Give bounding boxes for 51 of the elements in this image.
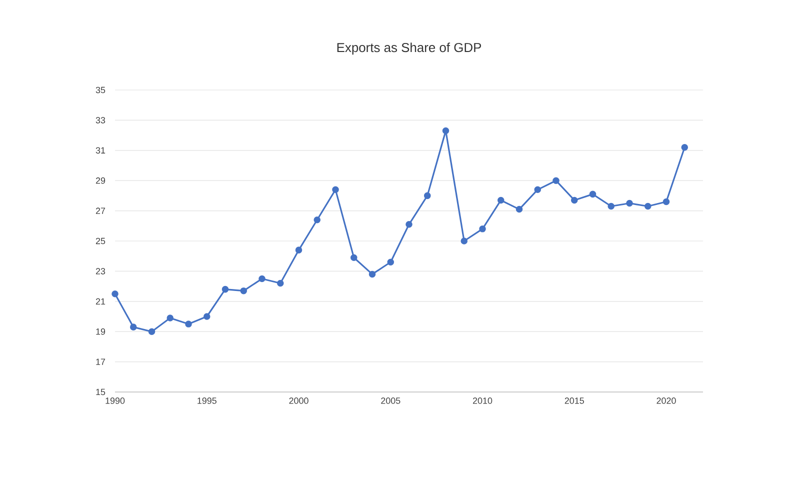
point: [460, 238, 468, 244]
point: [295, 246, 302, 254]
point: [258, 275, 266, 282]
point: [681, 144, 688, 151]
x-tick-label: 2015: [564, 398, 584, 404]
point: [203, 313, 210, 320]
point: [166, 314, 174, 322]
point: [608, 202, 615, 210]
x-tick-label: 2010: [472, 398, 492, 404]
point: [589, 190, 596, 198]
point: [626, 200, 633, 207]
point: [479, 226, 486, 232]
point: [424, 192, 431, 200]
point: [332, 186, 339, 194]
y-tick-label: 15: [96, 388, 106, 396]
point: [497, 196, 504, 204]
y-tick-label: 33: [96, 117, 106, 124]
x-tick-label: 2000: [289, 398, 308, 404]
point: [350, 254, 358, 261]
y-tick-label: 25: [96, 238, 106, 244]
point: [130, 324, 137, 330]
point: [222, 286, 229, 293]
y-tick-label: 21: [96, 298, 106, 305]
point: [148, 328, 156, 335]
point: [534, 186, 542, 194]
x-tick-label: 2005: [381, 398, 400, 404]
point: [442, 127, 450, 134]
point: [552, 177, 560, 184]
y-tick-label: 19: [96, 328, 106, 335]
point: [662, 198, 670, 206]
point: [387, 258, 394, 266]
point: [644, 202, 652, 210]
point: [112, 290, 118, 298]
y-tick-label: 35: [96, 86, 106, 94]
point: [516, 206, 523, 213]
y-tick-label: 27: [96, 208, 106, 214]
y-tick-label: 29: [96, 177, 106, 184]
point: [240, 287, 248, 294]
y-tick-label: 23: [96, 268, 106, 274]
point: [406, 220, 412, 228]
x-tick-label: 1995: [198, 398, 216, 404]
x-tick-label: 1990: [106, 398, 125, 404]
y-tick-label: 17: [96, 358, 106, 365]
y-tick-label: 31: [96, 147, 106, 154]
chart-title: Exports as Share of GDP: [337, 42, 482, 55]
point: [276, 280, 284, 287]
point: [368, 270, 376, 278]
point: [185, 320, 192, 328]
point: [570, 196, 578, 204]
point: [314, 216, 321, 224]
x-tick-label: 2020: [656, 398, 676, 404]
